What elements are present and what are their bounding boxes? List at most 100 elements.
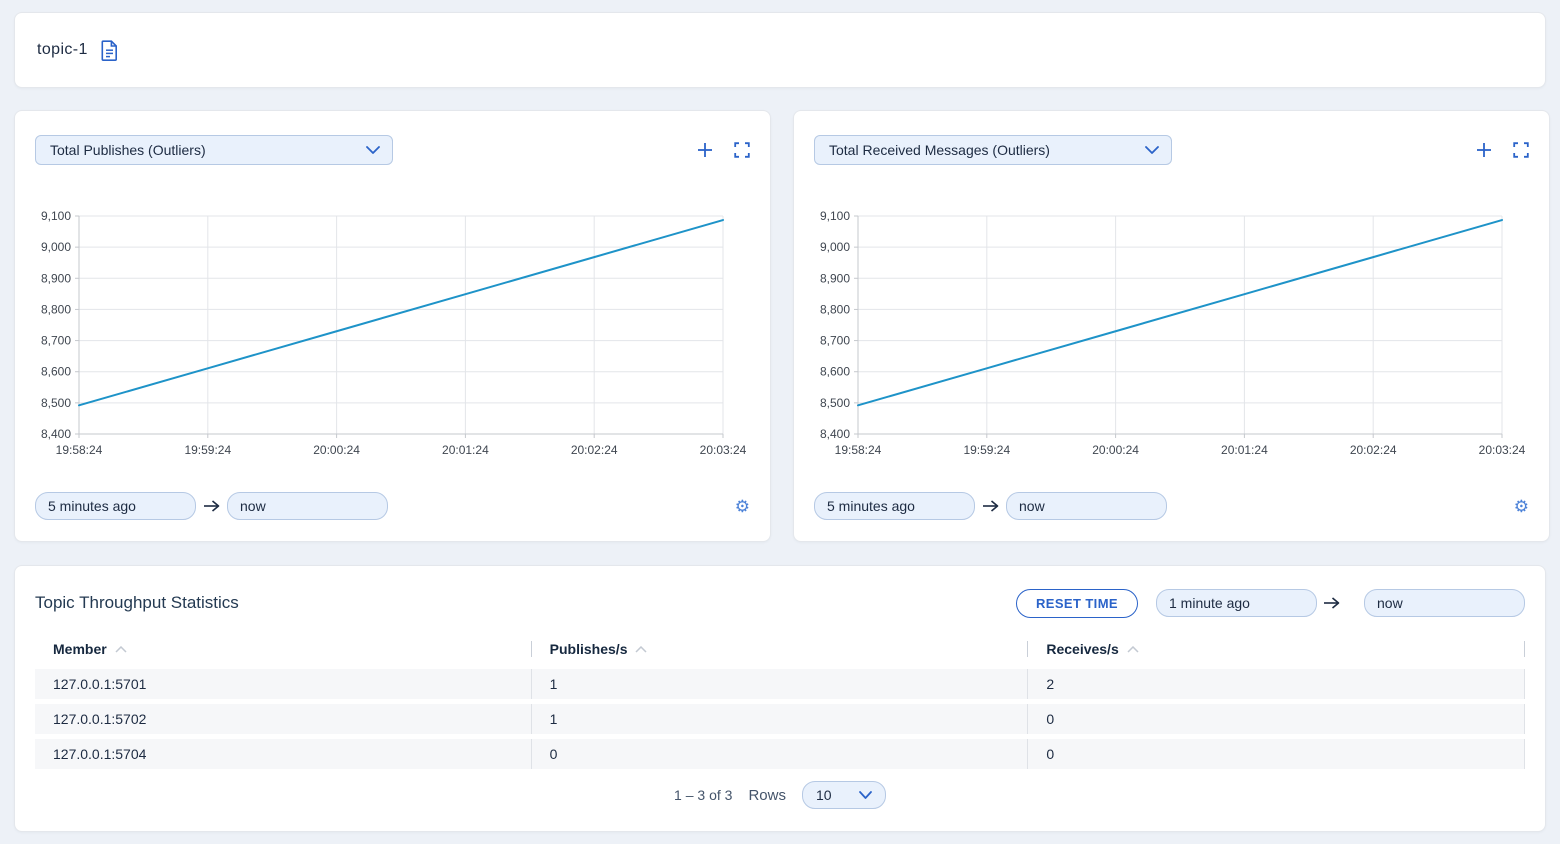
sort-caret-icon: [1127, 645, 1139, 653]
svg-text:8,500: 8,500: [820, 396, 850, 410]
svg-text:19:59:24: 19:59:24: [963, 443, 1010, 457]
svg-text:20:01:24: 20:01:24: [1221, 443, 1268, 457]
chevron-down-icon: [1145, 146, 1159, 154]
plus-icon: [1477, 143, 1491, 157]
svg-text:19:58:24: 19:58:24: [835, 443, 882, 457]
rows-per-page-select[interactable]: 10: [801, 781, 886, 809]
expand-icon: [734, 142, 750, 158]
fullscreen-button[interactable]: [1513, 142, 1529, 158]
pagination-range: 1 – 3 of 3: [674, 787, 733, 803]
sort-caret-icon: [635, 645, 648, 653]
column-header-label: Receives/s: [1046, 641, 1119, 657]
table-cell: 0: [1027, 704, 1526, 734]
svg-text:20:03:24: 20:03:24: [1479, 443, 1526, 457]
sort-caret-icon: [115, 645, 127, 653]
svg-text:9,100: 9,100: [820, 209, 850, 223]
table-cell: 127.0.0.1:5702: [53, 711, 147, 727]
throughput-statistics-panel: Topic Throughput Statistics RESET TIME M…: [14, 565, 1546, 832]
time-from-input[interactable]: [814, 492, 975, 520]
plus-icon: [698, 143, 712, 157]
document-icon[interactable]: [100, 39, 119, 61]
received-chart-panel: Total Received Messages (Outliers): [793, 110, 1550, 542]
metric-select-publishes[interactable]: Total Publishes (Outliers): [35, 135, 393, 165]
svg-text:8,400: 8,400: [820, 427, 850, 441]
line-chart-publishes: 8,400 8,500 8,600 8,700 8,800 8,900 9,000 9,100…: [41, 209, 747, 457]
svg-text:20:02:24: 20:02:24: [571, 443, 618, 457]
svg-text:19:59:24: 19:59:24: [184, 443, 231, 457]
expand-icon: [1513, 142, 1529, 158]
chevron-down-icon: [366, 146, 380, 154]
time-to-input[interactable]: [1006, 492, 1167, 520]
svg-text:20:01:24: 20:01:24: [442, 443, 489, 457]
metric-select-label: Total Received Messages (Outliers): [829, 142, 1050, 158]
svg-text:8,900: 8,900: [41, 271, 71, 285]
chart-header: Total Publishes (Outliers): [35, 135, 750, 165]
add-chart-button[interactable]: [697, 142, 713, 158]
metric-select-label: Total Publishes (Outliers): [50, 142, 206, 158]
svg-text:9,100: 9,100: [41, 209, 71, 223]
rows-per-page-label: Rows: [748, 786, 786, 804]
gear-icon[interactable]: ⚙: [1513, 496, 1529, 516]
svg-text:9,000: 9,000: [41, 240, 71, 254]
svg-text:8,700: 8,700: [41, 334, 71, 348]
column-header-publishes[interactable]: Publishes/s: [530, 641, 1028, 657]
svg-text:8,800: 8,800: [41, 302, 71, 316]
svg-text:20:00:24: 20:00:24: [313, 443, 360, 457]
table-header-row: Member Publishes/s Receives/s: [35, 639, 1526, 659]
table-cell: 1: [530, 704, 1028, 734]
charts-row: Total Publishes (Outliers): [14, 110, 1550, 542]
column-header-receives[interactable]: Receives/s: [1027, 641, 1526, 657]
table-cell: 0: [530, 739, 1028, 769]
svg-text:8,600: 8,600: [820, 365, 850, 379]
time-to-input[interactable]: [227, 492, 388, 520]
svg-text:20:02:24: 20:02:24: [1350, 443, 1397, 457]
chart-time-controls: ⚙: [814, 492, 1529, 520]
svg-text:20:00:24: 20:00:24: [1092, 443, 1139, 457]
table-cell: 1: [530, 669, 1028, 699]
topic-header-card: topic-1: [14, 12, 1546, 88]
gear-icon[interactable]: ⚙: [734, 496, 750, 516]
svg-text:8,400: 8,400: [41, 427, 71, 441]
table-time-to-input[interactable]: [1364, 589, 1525, 617]
table-time-from-input[interactable]: [1156, 589, 1317, 617]
svg-text:8,900: 8,900: [820, 271, 850, 285]
arrow-right-icon: [203, 500, 220, 512]
svg-text:8,700: 8,700: [820, 334, 850, 348]
chevron-down-icon: [859, 791, 872, 799]
members-table: Member Publishes/s Receives/s: [35, 639, 1526, 769]
table-body: 127.0.0.1:5701 1 2 127.0.0.1:5702 1 0 127.0.0.…: [35, 669, 1526, 769]
rows-per-page-value: 10: [815, 787, 832, 803]
reset-time-button[interactable]: RESET TIME: [1015, 588, 1138, 618]
table-row: 127.0.0.1:5701 1 2: [35, 669, 1526, 699]
page-title: topic-1: [37, 41, 88, 58]
pagination: 1 – 3 of 3 Rows 10: [35, 781, 1525, 809]
panel-title: Topic Throughput Statistics: [35, 593, 239, 612]
svg-text:8,500: 8,500: [41, 396, 71, 410]
publishes-chart-panel: Total Publishes (Outliers): [14, 110, 771, 542]
fullscreen-button[interactable]: [734, 142, 750, 158]
table-cell: 127.0.0.1:5704: [53, 746, 147, 762]
metric-select-received[interactable]: Total Received Messages (Outliers): [814, 135, 1172, 165]
table-cell: 0: [1027, 739, 1526, 769]
line-chart-received: 8,400 8,500 8,600 8,700 8,800 8,900 9,000 9,100…: [820, 209, 1526, 457]
table-row: 127.0.0.1:5704 0 0: [35, 739, 1526, 769]
chart-header: Total Received Messages (Outliers): [814, 135, 1529, 165]
svg-text:8,600: 8,600: [41, 365, 71, 379]
add-chart-button[interactable]: [1476, 142, 1492, 158]
arrow-right-icon: [1323, 597, 1340, 609]
svg-text:9,000: 9,000: [820, 240, 850, 254]
table-row: 127.0.0.1:5702 1 0: [35, 704, 1526, 734]
time-from-input[interactable]: [35, 492, 196, 520]
column-header-label: Publishes/s: [549, 641, 628, 657]
table-cell: 2: [1027, 669, 1526, 699]
svg-text:8,800: 8,800: [820, 302, 850, 316]
table-time-controls: RESET TIME: [1015, 588, 1525, 618]
arrow-right-icon: [982, 500, 999, 512]
svg-text:20:03:24: 20:03:24: [700, 443, 747, 457]
table-cell: 127.0.0.1:5701: [53, 676, 147, 692]
chart-time-controls: ⚙: [35, 492, 750, 520]
svg-text:19:58:24: 19:58:24: [56, 443, 103, 457]
column-header-label: Member: [53, 641, 107, 657]
column-header-member[interactable]: Member: [35, 641, 531, 657]
